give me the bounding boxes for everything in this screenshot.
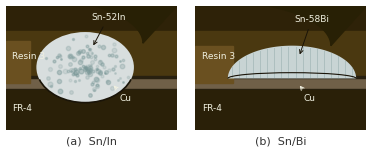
Text: Resin 3: Resin 3 (202, 52, 235, 61)
Text: Sn-58Bi: Sn-58Bi (294, 15, 329, 53)
Bar (195, 90, 366, 130)
Circle shape (36, 32, 134, 103)
Polygon shape (228, 46, 356, 79)
Bar (6, 77, 177, 90)
Bar (6, 89, 177, 92)
Bar (195, 31, 366, 83)
Text: Cu: Cu (301, 86, 316, 103)
Polygon shape (0, 0, 177, 43)
Bar (195, 76, 366, 78)
Bar (195, 46, 233, 83)
Polygon shape (101, 1, 366, 46)
Bar (195, 77, 366, 90)
Bar (6, 6, 177, 41)
Bar (195, 89, 366, 92)
Text: Sn-52In: Sn-52In (91, 13, 125, 45)
Text: Cu: Cu (114, 86, 131, 103)
Text: FR-4: FR-4 (202, 104, 222, 113)
Bar (6, 76, 177, 78)
Text: (b)  Sn/Bi: (b) Sn/Bi (255, 136, 307, 146)
Text: (a)  Sn/In: (a) Sn/In (65, 136, 117, 146)
Bar (6, 31, 177, 83)
Bar (6, 41, 29, 83)
Bar (6, 90, 177, 130)
Bar (195, 6, 366, 41)
Text: FR-4: FR-4 (12, 104, 32, 113)
Text: Resin 3: Resin 3 (12, 52, 45, 61)
